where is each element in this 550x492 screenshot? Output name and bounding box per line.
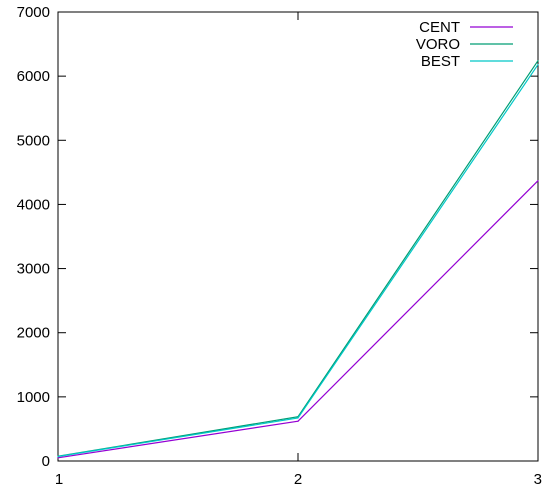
y-tick-label: 2000 bbox=[17, 325, 50, 342]
series-line-voro bbox=[57, 60, 539, 457]
series-line-best bbox=[57, 64, 539, 458]
y-tick-label: 5000 bbox=[17, 132, 50, 149]
y-tick-label: 1000 bbox=[17, 389, 50, 406]
plot-frame bbox=[57, 11, 539, 462]
data-point-cent bbox=[57, 457, 59, 459]
data-point-best bbox=[297, 417, 299, 419]
x-tick-label: 3 bbox=[534, 471, 542, 488]
data-point-best bbox=[57, 455, 59, 458]
data-point-voro bbox=[537, 60, 539, 62]
series-layer bbox=[57, 60, 539, 459]
data-point-cent bbox=[537, 180, 539, 182]
data-point-cent bbox=[297, 420, 299, 422]
y-axis: 0 1000 2000 3000 4000 5000 6000 7000 bbox=[17, 4, 538, 470]
y-tick-label: 4000 bbox=[17, 196, 50, 213]
y-tick-label: 6000 bbox=[17, 68, 50, 85]
y-tick-label: 3000 bbox=[17, 261, 50, 278]
data-point-best bbox=[537, 63, 539, 66]
x-tick-label: 1 bbox=[55, 471, 63, 488]
legend-label-best: BEST bbox=[421, 53, 460, 70]
legend-label-cent: CENT bbox=[419, 19, 460, 36]
x-tick-label: 2 bbox=[294, 471, 302, 488]
y-tick-label: 0 bbox=[42, 453, 50, 470]
y-tick-label: 7000 bbox=[17, 4, 50, 21]
legend-label-voro: VORO bbox=[416, 36, 460, 53]
